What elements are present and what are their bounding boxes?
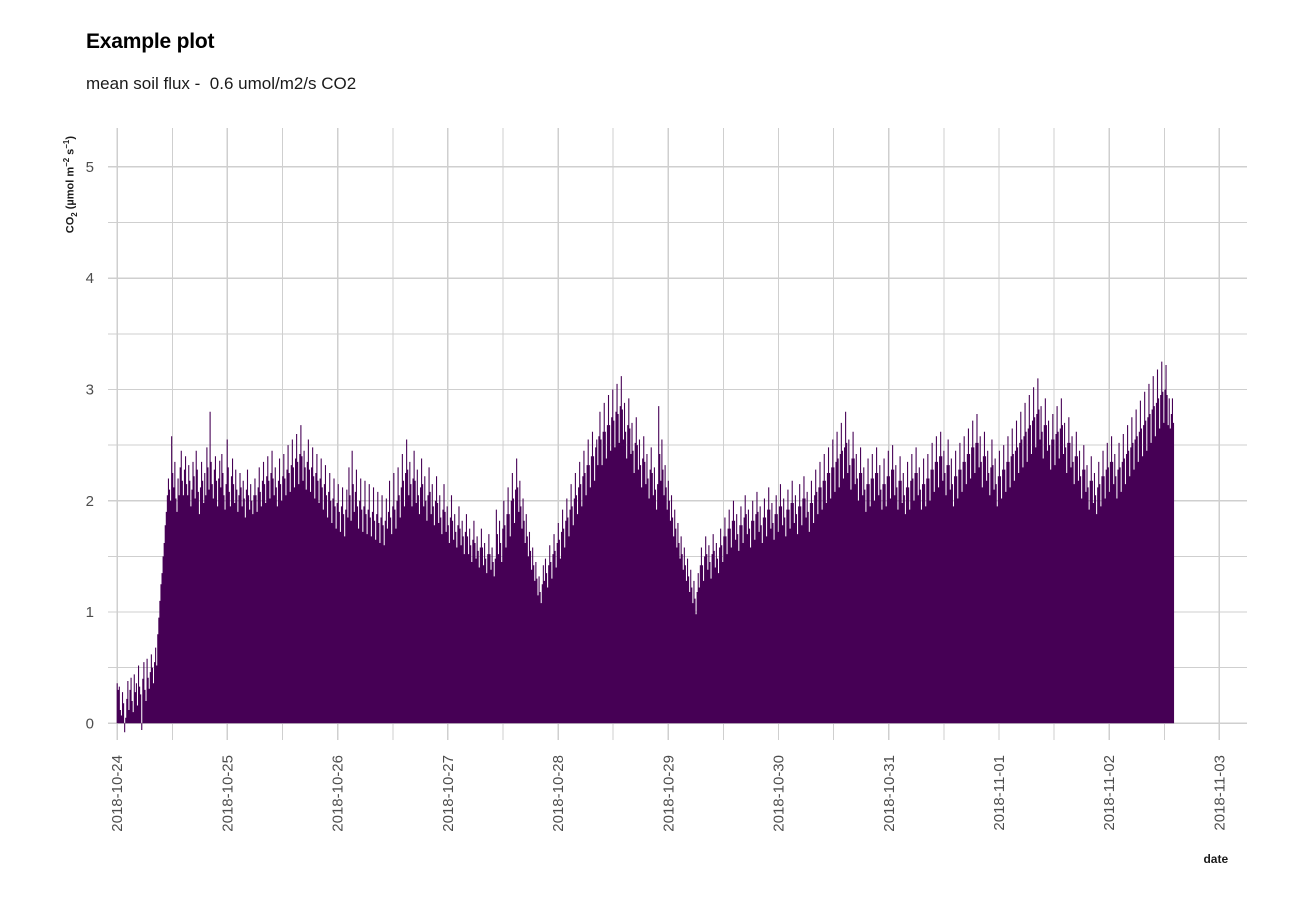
x-tick-label: 2018-11-03 bbox=[1211, 755, 1228, 831]
chart-subtitle: mean soil flux - 0.6 umol/m2/s CO2 bbox=[86, 74, 357, 93]
x-tick-label: 2018-11-02 bbox=[1101, 755, 1118, 831]
page-title: Example plot bbox=[86, 30, 215, 53]
x-axis-title: date bbox=[1203, 852, 1229, 866]
x-tick-label: 2018-10-31 bbox=[881, 755, 898, 832]
y-tick-label: 2 bbox=[86, 493, 94, 510]
y-tick-label: 3 bbox=[86, 381, 94, 398]
x-tick-label: 2018-11-01 bbox=[991, 755, 1008, 831]
x-tick-label: 2018-10-26 bbox=[330, 755, 347, 832]
bar-path bbox=[116, 361, 1175, 733]
y-axis-tick-labels: 0 1 2 3 4 5 bbox=[86, 159, 94, 732]
x-axis-tick-labels: 2018-10-24 2018-10-25 2018-10-26 2018-10-27… bbox=[109, 755, 1228, 832]
x-tick-label: 2018-10-28 bbox=[550, 755, 567, 832]
y-tick-label: 4 bbox=[86, 270, 94, 287]
y-tick-label: 5 bbox=[86, 159, 94, 176]
y-tick-label: 0 bbox=[86, 715, 94, 732]
x-tick-label: 2018-10-30 bbox=[771, 755, 788, 832]
x-tick-label: 2018-10-25 bbox=[219, 755, 236, 832]
x-tick-label: 2018-10-29 bbox=[660, 755, 677, 832]
x-tick-label: 2018-10-27 bbox=[440, 755, 457, 832]
y-tick-label: 1 bbox=[86, 604, 94, 621]
y-axis-title: CO2 (µmol m−2 s−1) bbox=[62, 136, 79, 234]
x-tick-label: 2018-10-24 bbox=[109, 755, 126, 832]
bar-series bbox=[116, 361, 1175, 733]
